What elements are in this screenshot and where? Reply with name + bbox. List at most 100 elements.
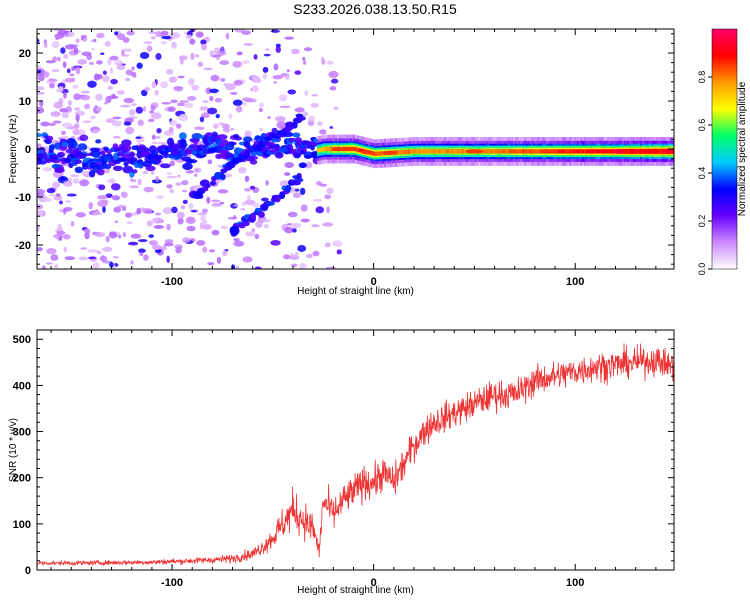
noise-blob xyxy=(62,61,67,69)
noise-blob xyxy=(87,249,98,253)
ridge-blob xyxy=(138,161,144,169)
noise-blob xyxy=(137,119,144,127)
noise-blob xyxy=(83,228,90,234)
ridge-blob xyxy=(304,154,312,159)
noise-blob xyxy=(123,97,135,104)
noise-blob xyxy=(251,228,255,233)
upper-branch-blob xyxy=(201,186,209,192)
noise-blob xyxy=(139,252,144,257)
noise-blob xyxy=(195,168,199,172)
noise-blob xyxy=(276,121,287,129)
coherent-band-cell xyxy=(427,149,430,154)
lower-branch-blob xyxy=(296,172,302,179)
noise-blob xyxy=(286,69,290,72)
noise-blob xyxy=(207,159,213,165)
noise-blob xyxy=(324,194,332,200)
noise-blob xyxy=(259,127,263,132)
coherent-band-cell xyxy=(438,149,441,154)
noise-blob xyxy=(49,82,55,89)
coherent-band-cell xyxy=(582,149,584,154)
noise-blob xyxy=(88,61,94,65)
x-tick-label: 100 xyxy=(566,577,584,589)
noise-blob xyxy=(75,38,80,43)
coherent-band-cell xyxy=(496,149,499,154)
noise-blob xyxy=(167,106,176,112)
noise-blob xyxy=(206,196,211,204)
noise-blob xyxy=(64,77,76,83)
noise-blob xyxy=(37,91,45,95)
coherent-band-cell xyxy=(527,149,530,154)
noise-blob xyxy=(201,112,210,119)
coherent-band-cell xyxy=(433,149,436,154)
ridge-blob xyxy=(168,141,175,146)
coherent-band-cell xyxy=(594,149,597,154)
x-tick-label: 100 xyxy=(566,276,584,288)
ridge-blob xyxy=(77,143,88,151)
noise-blob xyxy=(171,206,178,214)
ridge-blob xyxy=(224,143,235,151)
coherent-band-cell xyxy=(420,149,423,154)
coherent-band-cell xyxy=(431,149,434,154)
snr-series-line xyxy=(37,343,674,567)
coherent-band-cell xyxy=(596,149,599,154)
hot-band-cell xyxy=(659,149,662,154)
noise-blob xyxy=(87,80,97,88)
coherent-band-cell xyxy=(533,149,536,154)
ridge-blob xyxy=(179,138,187,145)
noise-blob xyxy=(110,78,118,85)
upper-branch-blob xyxy=(205,183,211,188)
noise-blob xyxy=(317,121,323,127)
noise-blob xyxy=(57,56,61,62)
noise-blob xyxy=(37,38,40,44)
noise-blob xyxy=(131,103,137,107)
ridge-blob xyxy=(96,168,105,176)
coherent-band-cell xyxy=(598,149,601,154)
y-axis-label: Frequency (Hz) xyxy=(8,115,19,184)
noise-blob xyxy=(135,106,144,114)
coherent-band-cell xyxy=(397,150,399,155)
coherent-band-cell xyxy=(607,149,610,154)
noise-blob xyxy=(156,141,167,145)
noise-blob xyxy=(251,85,259,93)
coherent-band-cell xyxy=(567,149,570,154)
noise-blob xyxy=(300,218,310,223)
noise-blob xyxy=(149,110,154,114)
coherent-band-cell xyxy=(500,149,503,154)
noise-blob xyxy=(304,90,309,96)
noise-blob xyxy=(46,188,56,194)
x-tick-label: 0 xyxy=(371,577,377,589)
noise-blob xyxy=(131,71,137,78)
noise-blob xyxy=(40,121,51,127)
noise-blob xyxy=(42,197,53,202)
hot-band-cell xyxy=(667,149,670,154)
coherent-band-cell xyxy=(675,141,677,162)
noise-blob xyxy=(84,232,90,240)
coherent-band-cell xyxy=(407,149,410,154)
lower-branch-blob xyxy=(291,181,301,186)
noise-blob xyxy=(289,255,300,261)
coherent-band-cell xyxy=(357,147,360,153)
upper-branch-blob xyxy=(292,121,298,129)
noise-blob xyxy=(243,42,254,46)
noise-blob xyxy=(48,78,58,82)
y-tick-label: 200 xyxy=(13,473,31,485)
noise-blob xyxy=(191,84,200,91)
coherent-band-cell xyxy=(560,149,563,154)
noise-blob xyxy=(333,107,339,110)
ridge-blob xyxy=(178,132,187,140)
noise-blob xyxy=(77,59,88,65)
ridge-blob xyxy=(95,139,102,144)
noise-blob xyxy=(97,195,108,200)
x-tick-label: 0 xyxy=(371,276,377,288)
noise-blob xyxy=(55,193,61,197)
coherent-band-cell xyxy=(536,149,539,154)
noise-blob xyxy=(109,67,114,74)
coherent-band-cell xyxy=(507,149,510,154)
coherent-band-cell xyxy=(487,149,490,154)
coherent-band-cell xyxy=(447,149,450,154)
spectrogram-area xyxy=(37,29,677,269)
noise-blob xyxy=(52,120,62,124)
coherent-band-cell xyxy=(377,151,379,156)
noise-blob xyxy=(154,212,162,216)
